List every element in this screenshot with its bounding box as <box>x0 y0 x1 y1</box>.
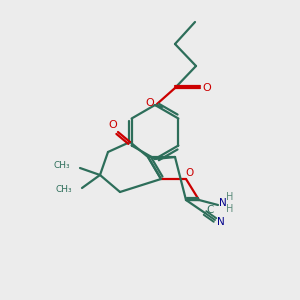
Text: N: N <box>219 198 227 208</box>
Text: O: O <box>186 168 194 178</box>
Text: O: O <box>146 98 154 108</box>
Text: O: O <box>109 120 117 130</box>
Text: H: H <box>226 204 234 214</box>
Text: C: C <box>206 205 214 215</box>
Text: N: N <box>217 217 225 227</box>
Text: H: H <box>226 192 234 202</box>
Text: O: O <box>202 83 211 93</box>
Text: CH₃: CH₃ <box>53 161 70 170</box>
Text: CH₃: CH₃ <box>56 185 72 194</box>
